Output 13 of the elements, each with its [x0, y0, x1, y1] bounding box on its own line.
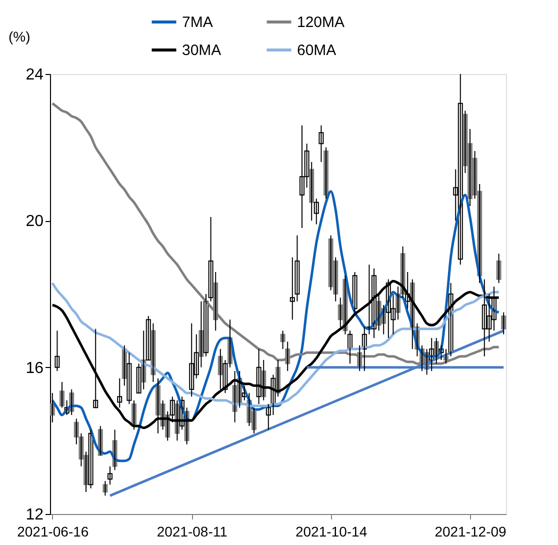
legend-label: 120MA: [297, 14, 345, 31]
x-tick-label: 2021-08-11: [156, 524, 228, 540]
y-tick-label: 20: [26, 213, 44, 230]
x-tick-label: 2021-10-14: [295, 524, 368, 540]
legend-label: 7MA: [182, 14, 213, 31]
y-tick-label: 24: [26, 66, 44, 84]
x-tick-label: 2021-12-09: [434, 524, 507, 540]
x-tick-label: 2021-06-16: [17, 524, 89, 540]
legend-label: 30MA: [182, 42, 222, 59]
y-axis-title: (%): [8, 28, 30, 44]
legend-label: 60MA: [297, 42, 336, 59]
y-tick-label: 12: [26, 506, 44, 524]
y-tick-label: 16: [26, 360, 44, 377]
